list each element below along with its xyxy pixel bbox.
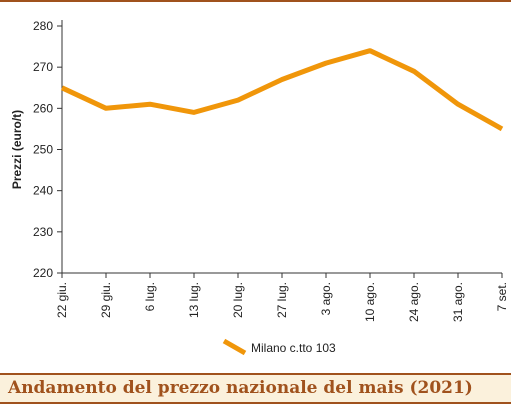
chart-caption: Andamento del prezzo nazionale del mais …	[8, 378, 473, 398]
y-tick-label: 260	[33, 101, 53, 115]
x-tick-label: 24 ago.	[407, 282, 421, 322]
line-chart: 220 230 240 250 260 270 280 22 giu. 29 giu. 6 lu…	[10, 19, 509, 356]
x-tick-label: 31 ago.	[451, 282, 465, 322]
y-tick-label: 220	[33, 266, 53, 280]
x-tick-label: 7 set.	[495, 282, 509, 311]
y-tick-label: 280	[33, 19, 53, 33]
legend: Milano c.tto 103	[222, 338, 336, 356]
series-group	[60, 48, 504, 132]
series-line	[60, 48, 504, 132]
legend-swatch	[222, 338, 247, 356]
chart-axes	[61, 20, 502, 274]
x-tick-label: 27 lug.	[275, 282, 289, 318]
x-ticks: 22 giu. 29 giu. 6 lug. 13 lug. 20 lug. 27 lug…	[55, 273, 509, 322]
x-tick-label: 22 giu.	[55, 282, 69, 318]
x-tick-label: 13 lug.	[187, 282, 201, 318]
y-tick-label: 230	[33, 225, 53, 239]
x-tick-label: 20 lug.	[231, 282, 245, 318]
top-rule	[0, 0, 511, 2]
x-tick-label: 3 ago.	[319, 282, 333, 315]
legend-label: Milano c.tto 103	[251, 341, 336, 355]
chart-caption-bar: Andamento del prezzo nazionale del mais …	[0, 373, 511, 404]
y-tick-label: 250	[33, 143, 53, 157]
y-tick-label: 270	[33, 60, 53, 74]
x-tick-label: 29 giu.	[99, 282, 113, 318]
y-axis-label: Prezzi (euro/t)	[10, 110, 24, 189]
y-tick-label: 240	[33, 184, 53, 198]
x-tick-label: 6 lug.	[143, 282, 157, 311]
y-ticks: 220 230 240 250 260 270 280	[33, 19, 62, 280]
x-tick-label: 10 ago.	[363, 282, 377, 322]
